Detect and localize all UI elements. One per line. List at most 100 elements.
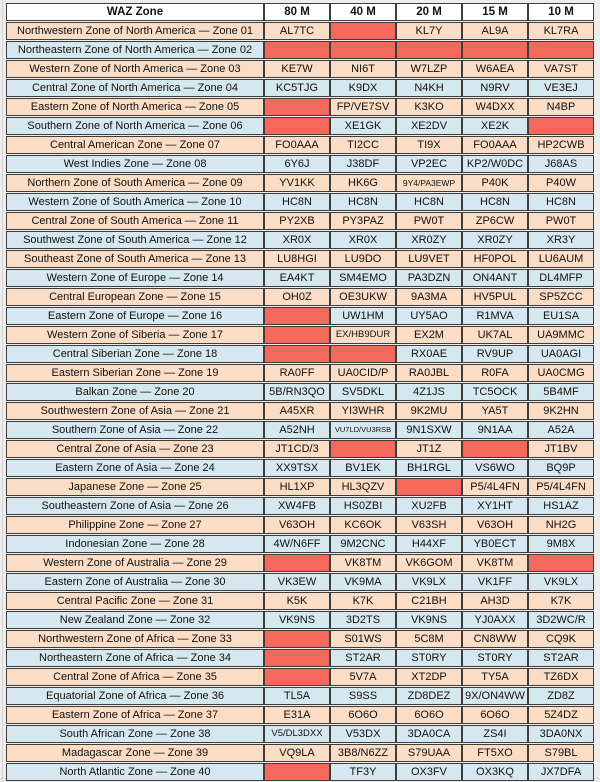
missing-zone-cell[interactable] — [264, 668, 330, 686]
callsign-cell[interactable]: KC6OK — [330, 516, 396, 534]
callsign-cell[interactable]: 4W/N6FF — [264, 535, 330, 553]
callsign-cell[interactable]: BV1EK — [330, 459, 396, 477]
callsign-cell[interactable]: A52A — [528, 421, 594, 439]
callsign-cell[interactable]: XX9TSX — [264, 459, 330, 477]
zone-name-cell[interactable]: Western Zone of South America — Zone 10 — [6, 193, 264, 211]
callsign-cell[interactable]: EA4KT — [264, 269, 330, 287]
zone-name-cell[interactable]: Central Zone of Asia — Zone 23 — [6, 440, 264, 458]
callsign-cell[interactable]: R1MVA — [462, 307, 528, 325]
callsign-cell[interactable]: E31A — [264, 706, 330, 724]
callsign-cell[interactable]: XR0X — [330, 231, 396, 249]
zone-name-cell[interactable]: West Indies Zone — Zone 08 — [6, 155, 264, 173]
missing-zone-cell[interactable] — [396, 478, 462, 496]
callsign-cell[interactable]: PY3PAZ — [330, 212, 396, 230]
callsign-cell[interactable]: VS6WO — [462, 459, 528, 477]
callsign-cell[interactable]: 9A3MA — [396, 288, 462, 306]
column-header-20m[interactable]: 20 M — [396, 3, 462, 21]
zone-name-cell[interactable]: Western Zone of Europe — Zone 14 — [6, 269, 264, 287]
callsign-cell[interactable]: 9K2HN — [528, 402, 594, 420]
callsign-cell[interactable]: HC8N — [330, 193, 396, 211]
zone-name-cell[interactable]: Japanese Zone — Zone 25 — [6, 478, 264, 496]
callsign-cell[interactable]: HP2CWB — [528, 136, 594, 154]
callsign-cell[interactable]: XU2FB — [396, 497, 462, 515]
missing-zone-cell[interactable] — [462, 41, 528, 59]
callsign-cell[interactable]: XE2DV — [396, 117, 462, 135]
zone-name-cell[interactable]: Eastern Zone of Europe — Zone 16 — [6, 307, 264, 325]
callsign-cell[interactable]: YJ0AXX — [462, 611, 528, 629]
callsign-cell[interactable]: TL5A — [264, 687, 330, 705]
callsign-cell[interactable]: EX2M — [396, 326, 462, 344]
callsign-cell[interactable]: KL7RA — [528, 22, 594, 40]
callsign-cell[interactable]: P40W — [528, 174, 594, 192]
callsign-cell[interactable]: VA7ST — [528, 60, 594, 78]
callsign-cell[interactable]: TI2CC — [330, 136, 396, 154]
callsign-cell[interactable]: DL4MFP — [528, 269, 594, 287]
zone-name-cell[interactable]: Central American Zone — Zone 07 — [6, 136, 264, 154]
zone-name-cell[interactable]: Equatorial Zone of Africa — Zone 36 — [6, 687, 264, 705]
callsign-cell[interactable]: VK9MA — [330, 573, 396, 591]
callsign-cell[interactable]: TI9X — [396, 136, 462, 154]
missing-zone-cell[interactable] — [264, 345, 330, 363]
column-header-15m[interactable]: 15 M — [462, 3, 528, 21]
zone-name-cell[interactable]: Eastern Zone of Australia — Zone 30 — [6, 573, 264, 591]
callsign-cell[interactable]: N9RV — [462, 79, 528, 97]
callsign-cell[interactable]: V63OH — [264, 516, 330, 534]
callsign-cell[interactable]: 4Z1JS — [396, 383, 462, 401]
callsign-cell[interactable]: VK9LX — [396, 573, 462, 591]
callsign-cell[interactable]: TZ6DX — [528, 668, 594, 686]
callsign-cell[interactable]: V5/DL3DXX — [264, 725, 330, 743]
callsign-cell[interactable]: TF3Y — [330, 763, 396, 781]
callsign-cell[interactable]: VK9NS — [396, 611, 462, 629]
column-header-40m[interactable]: 40 M — [330, 3, 396, 21]
callsign-cell[interactable]: UA0AGI — [528, 345, 594, 363]
callsign-cell[interactable]: FP/VE7SV — [330, 98, 396, 116]
missing-zone-cell[interactable] — [396, 41, 462, 59]
callsign-cell[interactable]: UW1HM — [330, 307, 396, 325]
zone-name-cell[interactable]: Northwestern Zone of North America — Zon… — [6, 22, 264, 40]
callsign-cell[interactable]: K7K — [528, 592, 594, 610]
missing-zone-cell[interactable] — [264, 763, 330, 781]
callsign-cell[interactable]: 6O6O — [462, 706, 528, 724]
callsign-cell[interactable]: K7K — [330, 592, 396, 610]
callsign-cell[interactable]: RA0FF — [264, 364, 330, 382]
missing-zone-cell[interactable] — [330, 345, 396, 363]
callsign-cell[interactable]: XR0X — [264, 231, 330, 249]
callsign-cell[interactable]: RV9UP — [462, 345, 528, 363]
callsign-cell[interactable]: SM4EMO — [330, 269, 396, 287]
callsign-cell[interactable]: 6O6O — [330, 706, 396, 724]
callsign-cell[interactable]: FO0AAA — [264, 136, 330, 154]
callsign-cell[interactable]: TC5OCK — [462, 383, 528, 401]
callsign-cell[interactable]: 9M8X — [528, 535, 594, 553]
zone-name-cell[interactable]: Southern Zone of North America — Zone 06 — [6, 117, 264, 135]
zone-name-cell[interactable]: Central Siberian Zone — Zone 18 — [6, 345, 264, 363]
callsign-cell[interactable]: YI3WHR — [330, 402, 396, 420]
zone-name-cell[interactable]: Northeastern Zone of Africa — Zone 34 — [6, 649, 264, 667]
callsign-cell[interactable]: ZD8DEZ — [396, 687, 462, 705]
callsign-cell[interactable]: KC5TJG — [264, 79, 330, 97]
callsign-cell[interactable]: VK1FF — [462, 573, 528, 591]
missing-zone-cell[interactable] — [264, 554, 330, 572]
callsign-cell[interactable]: OX3KQ — [462, 763, 528, 781]
callsign-cell[interactable]: HS0ZBI — [330, 497, 396, 515]
zone-name-cell[interactable]: Western Zone of Australia — Zone 29 — [6, 554, 264, 572]
callsign-cell[interactable]: VE3EJ — [528, 79, 594, 97]
callsign-cell[interactable]: V63SH — [396, 516, 462, 534]
zone-name-cell[interactable]: Eastern Zone of Africa — Zone 37 — [6, 706, 264, 724]
zone-name-cell[interactable]: Southwestern Zone of Asia — Zone 21 — [6, 402, 264, 420]
callsign-cell[interactable]: XT2DP — [396, 668, 462, 686]
callsign-cell[interactable]: 9M2CNC — [330, 535, 396, 553]
callsign-cell[interactable]: 5C8M — [396, 630, 462, 648]
callsign-cell[interactable]: 5Z4DZ — [528, 706, 594, 724]
callsign-cell[interactable]: J68AS — [528, 155, 594, 173]
column-header-10m[interactable]: 10 M — [528, 3, 594, 21]
missing-zone-cell[interactable] — [264, 307, 330, 325]
callsign-cell[interactable]: RA0JBL — [396, 364, 462, 382]
callsign-cell[interactable]: NI6T — [330, 60, 396, 78]
callsign-cell[interactable]: K5K — [264, 592, 330, 610]
missing-zone-cell[interactable] — [528, 554, 594, 572]
callsign-cell[interactable]: PW0T — [396, 212, 462, 230]
zone-name-cell[interactable]: Southern Zone of Asia — Zone 22 — [6, 421, 264, 439]
callsign-cell[interactable]: P5/4L4FN — [528, 478, 594, 496]
callsign-cell[interactable]: VQ9LA — [264, 744, 330, 762]
zone-name-cell[interactable]: Western Zone of Siberia — Zone 17 — [6, 326, 264, 344]
